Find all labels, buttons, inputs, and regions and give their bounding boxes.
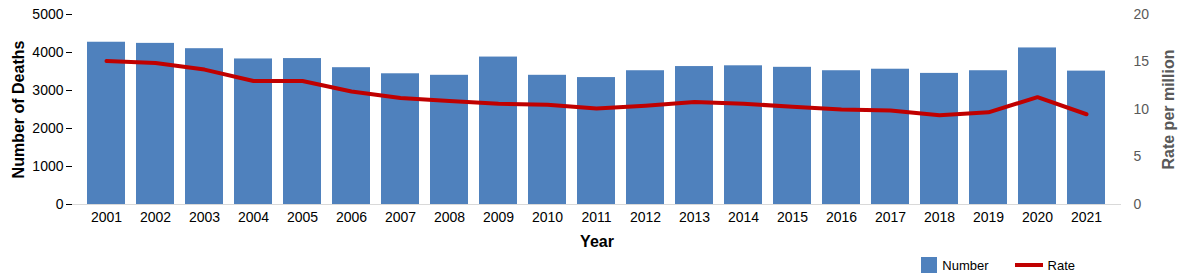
svg-text:Rate per million: Rate per million <box>1160 49 1177 169</box>
svg-text:2014: 2014 <box>728 209 759 225</box>
svg-text:15: 15 <box>1134 53 1150 69</box>
svg-text:2019: 2019 <box>973 209 1004 225</box>
svg-text:2018: 2018 <box>924 209 955 225</box>
svg-text:2002: 2002 <box>140 209 171 225</box>
svg-text:2021: 2021 <box>1071 209 1102 225</box>
svg-text:2011: 2011 <box>581 209 611 225</box>
svg-text:Number of Deaths: Number of Deaths <box>10 41 27 179</box>
html-text:Rate: Rate <box>1047 257 1075 273</box>
svg-text:Year: Year <box>580 233 614 250</box>
svg-text:2007: 2007 <box>385 209 416 225</box>
svg-text:5000: 5000 <box>32 6 63 22</box>
svg-text:2020: 2020 <box>1022 209 1053 225</box>
svg-text:2006: 2006 <box>336 209 367 225</box>
svg-text:2017: 2017 <box>875 209 906 225</box>
svg-text:2016: 2016 <box>826 209 857 225</box>
svg-text:2001: 2001 <box>91 209 122 225</box>
html-text:Number: Number <box>942 257 989 273</box>
svg-text:2009: 2009 <box>483 209 514 225</box>
svg-text:2013: 2013 <box>679 209 710 225</box>
svg-text:1000: 1000 <box>32 158 63 174</box>
svg-text:4000: 4000 <box>32 44 63 60</box>
svg-text:2012: 2012 <box>630 209 661 225</box>
svg-text:0: 0 <box>56 196 64 212</box>
svg-text:10: 10 <box>1134 101 1150 117</box>
svg-text:2003: 2003 <box>189 209 220 225</box>
svg-text:2000: 2000 <box>32 120 63 136</box>
svg-text:2015: 2015 <box>777 209 808 225</box>
svg-text:5: 5 <box>1134 148 1142 164</box>
svg-text:2008: 2008 <box>434 209 465 225</box>
svg-text:2004: 2004 <box>238 209 269 225</box>
svg-text:20: 20 <box>1134 6 1150 22</box>
svg-text:2005: 2005 <box>287 209 318 225</box>
svg-text:2010: 2010 <box>532 209 563 225</box>
svg-text:3000: 3000 <box>32 82 63 98</box>
svg-text:0: 0 <box>1134 196 1142 212</box>
